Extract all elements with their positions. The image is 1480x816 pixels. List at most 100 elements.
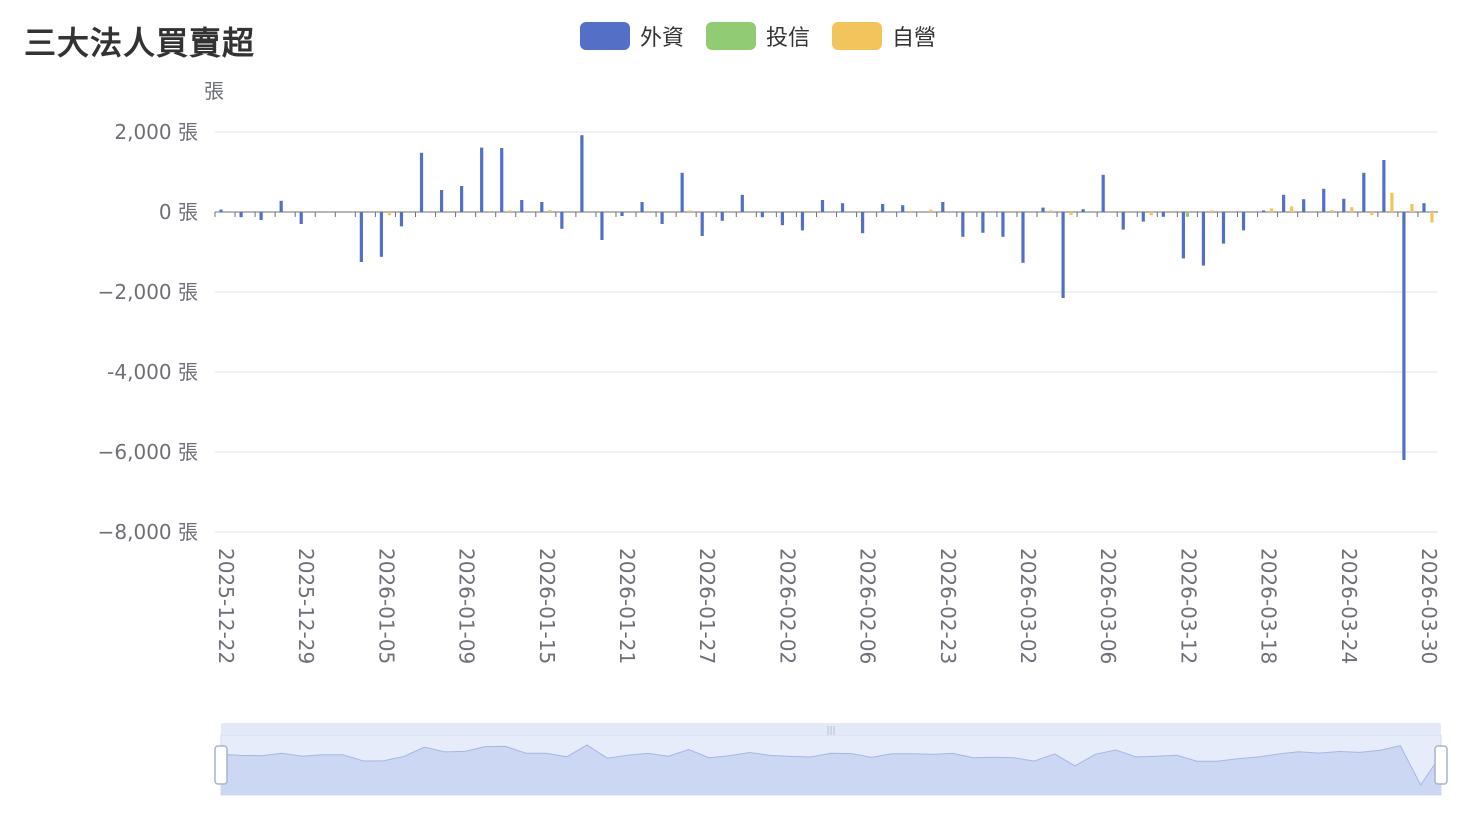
legend-swatch [832, 22, 883, 50]
bar-0-8 [379, 212, 384, 257]
bar-0-53 [1282, 194, 1286, 212]
bar-0-32 [860, 212, 865, 234]
x-tick-label: 2026-01-05 [374, 548, 398, 664]
y-tick-label: -4,000 張 [107, 360, 198, 384]
bar-0-55 [1322, 188, 1326, 212]
bar-0-49 [1201, 212, 1206, 266]
y-axis-unit-label: 張 [204, 79, 224, 103]
bar-0-3 [279, 200, 283, 212]
bar-0-2 [259, 212, 263, 220]
bar-0-34 [901, 205, 905, 212]
datazoom-grip-icon: ||| [826, 726, 835, 736]
bar-0-33 [881, 204, 885, 212]
datazoom-left-handle[interactable] [214, 745, 228, 785]
bar-0-9 [399, 212, 404, 227]
bar-0-23 [680, 172, 684, 212]
bar-2-23 [688, 210, 692, 212]
legend-item-0[interactable]: 外資 [580, 20, 684, 52]
bar-0-50 [1221, 212, 1226, 244]
bar-0-46 [1141, 212, 1145, 222]
bar-0-17 [560, 212, 564, 229]
bar-2-34 [909, 210, 913, 212]
x-tick-label: 2026-03-24 [1337, 548, 1361, 664]
bar-1-48 [1185, 212, 1189, 217]
bar-0-7 [359, 212, 363, 262]
bar-2-41 [1049, 210, 1053, 212]
bar-0-31 [840, 203, 845, 212]
x-tick-label: 2026-03-12 [1176, 548, 1200, 664]
datazoom-top-bar[interactable] [221, 723, 1441, 735]
bar-2-55 [1330, 210, 1334, 212]
bar-0-19 [600, 212, 604, 240]
bar-0-28 [780, 212, 785, 226]
bar-2-56 [1350, 207, 1354, 212]
x-tick-label: 2025-12-29 [294, 548, 318, 664]
x-tick-label: 2026-01-09 [455, 548, 479, 664]
bar-0-20 [620, 212, 624, 216]
bar-0-41 [1041, 207, 1045, 212]
bar-2-58 [1390, 192, 1394, 212]
x-tick-label: 2026-03-06 [1096, 548, 1120, 664]
x-tick-label: 2026-02-06 [856, 548, 880, 664]
bar-0-24 [700, 212, 704, 236]
bar-2-49 [1209, 210, 1214, 212]
bar-0-13 [480, 147, 484, 212]
bar-0-10 [419, 152, 424, 212]
legend-swatch [580, 22, 630, 50]
datazoom-right-handle[interactable] [1434, 745, 1448, 785]
bar-2-14 [508, 210, 512, 212]
legend-item-2[interactable]: 自營 [832, 20, 936, 52]
bar-0-37 [961, 212, 965, 237]
bar-2-53 [1290, 206, 1294, 212]
bar-2-16 [548, 210, 552, 212]
x-tick-label: 2026-03-18 [1257, 548, 1281, 664]
legend-label: 投信 [766, 26, 811, 51]
x-tick-label: 2026-01-21 [615, 548, 639, 664]
bar-0-27 [760, 212, 764, 218]
bar-0-22 [660, 212, 664, 224]
legend: 外資 投信 自營 [580, 20, 958, 52]
legend-swatch [706, 22, 757, 50]
bar-0-25 [720, 212, 724, 221]
bar-0-39 [1001, 212, 1005, 237]
legend-label: 自營 [892, 26, 937, 51]
y-tick-label: −2,000 張 [98, 280, 198, 304]
bar-0-48 [1181, 212, 1185, 259]
y-tick-label: 2,000 張 [114, 120, 198, 144]
bar-0-40 [1021, 212, 1025, 263]
chart-title: 三大法人買賣超 [24, 24, 256, 62]
bar-2-42 [1069, 212, 1073, 215]
bar-0-16 [540, 202, 544, 212]
x-tick-label: 2026-01-27 [695, 548, 719, 664]
bar-0-29 [800, 212, 805, 231]
bar-0-58 [1382, 160, 1386, 212]
bar-2-52 [1269, 208, 1274, 212]
bar-0-57 [1362, 172, 1366, 212]
bar-0-38 [981, 212, 985, 233]
bar-2-57 [1370, 212, 1374, 216]
bar-0-42 [1061, 212, 1065, 298]
bar-0-47 [1161, 212, 1165, 217]
bar-2-8 [387, 212, 392, 216]
y-tick-label: 0 張 [159, 200, 198, 224]
bar-0-51 [1241, 212, 1246, 231]
bar-0-43 [1081, 209, 1085, 212]
y-tick-label: −8,000 張 [98, 520, 198, 544]
bar-0-36 [941, 202, 945, 212]
x-tick-label: 2026-02-02 [775, 548, 799, 664]
x-tick-label: 2026-02-23 [936, 548, 960, 664]
bar-0-59 [1402, 212, 1406, 460]
bar-0-45 [1121, 212, 1125, 230]
x-tick-label: 2026-01-15 [535, 548, 559, 664]
bar-2-35 [929, 209, 933, 212]
bar-0-52 [1261, 210, 1266, 212]
bar-0-0 [219, 209, 223, 212]
bar-0-18 [580, 135, 584, 212]
bar-0-12 [460, 186, 464, 212]
bar-0-15 [520, 200, 524, 212]
x-tick-label: 2025-12-22 [214, 548, 238, 664]
legend-item-1[interactable]: 投信 [706, 20, 810, 52]
bar-0-54 [1302, 199, 1306, 212]
y-tick-label: −6,000 張 [98, 440, 198, 464]
